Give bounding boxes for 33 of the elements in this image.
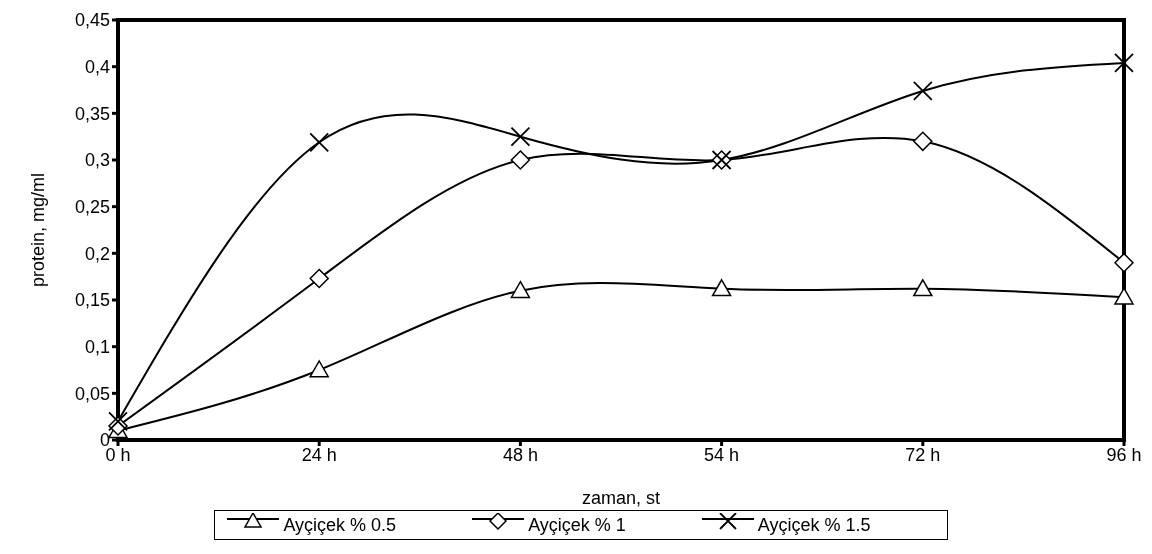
point: [912, 81, 933, 101]
x-tick-label: 54 h: [704, 444, 740, 465]
y-tick-label: 0,45: [74, 10, 110, 31]
point: [1114, 53, 1134, 73]
y-tick-label: 0,05: [74, 383, 110, 404]
x-tick-label: 96 h: [1106, 444, 1142, 465]
point: [510, 126, 531, 147]
point: [510, 280, 531, 299]
point: [711, 279, 732, 297]
legend-label: Ayçiçek % 0.5: [283, 514, 397, 536]
point: [309, 268, 329, 289]
legend-label: Ayçiçek % 1: [528, 514, 626, 536]
x-tick-label: 24 h: [301, 444, 337, 465]
y-tick-label: 0,1: [84, 337, 110, 358]
point: [913, 279, 933, 297]
point: [1114, 252, 1134, 273]
x-axis-title: zaman, st: [581, 488, 661, 508]
y-tick-label: 0,4: [84, 57, 110, 78]
y-tick-label: 0,3: [84, 150, 110, 171]
y-tick-label: 0,25: [74, 197, 110, 218]
point: [510, 150, 531, 170]
x-tick-label: 72 h: [905, 444, 941, 465]
point: [913, 131, 933, 152]
point: [108, 411, 128, 432]
point: [1114, 287, 1134, 305]
y-axis-title: protein, mg/ml: [28, 172, 49, 288]
x-tick-label: 48 h: [502, 444, 538, 465]
y-tick-label: 0,2: [84, 243, 110, 264]
point: [309, 360, 329, 378]
legend-label: Ayçiçek % 1.5: [757, 514, 871, 536]
point: [309, 132, 330, 153]
y-tick-label: 0,35: [74, 103, 110, 124]
y-tick-label: 0,15: [74, 290, 110, 311]
